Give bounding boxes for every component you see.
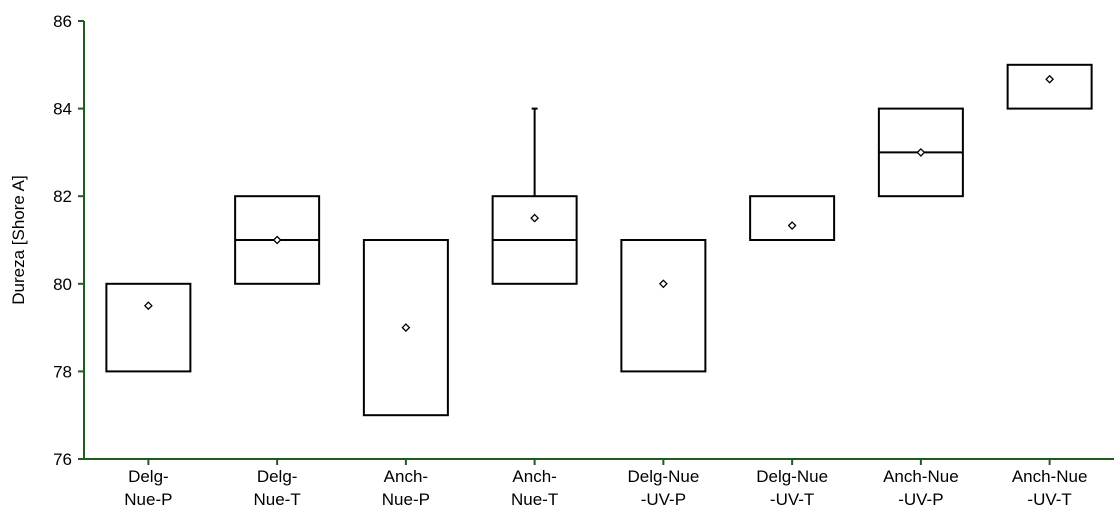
y-tick-label: 82 [53,187,72,206]
x-tick-label: -UV-T [1027,490,1071,509]
mean-marker [916,147,926,157]
x-tick-label: Delg-Nue [627,467,699,486]
mean-marker [658,279,668,289]
box-group [491,107,578,285]
mean-marker [1045,74,1055,84]
box [620,239,707,373]
box-group [234,195,321,285]
x-tick-label: -UV-P [641,490,686,509]
y-axis-title: Dureza [Shore A] [9,175,28,304]
y-tick-label: 84 [53,100,72,119]
x-tick-label: Delg- [257,467,298,486]
box [1006,63,1093,110]
y-tick-label: 86 [53,12,72,31]
mean-marker [787,221,797,230]
x-tick-label: Nue-P [382,490,430,509]
mean-marker [272,235,282,245]
x-tick-label: Anch- [512,467,556,486]
x-tick-label: Nue-T [254,490,301,509]
x-tick-label: Anch-Nue [883,467,959,486]
x-axis: Delg- Nue-P Delg- Nue-T Anch- Nue-P Anch- Nue-T… [84,458,1114,509]
box-group [620,239,707,373]
x-tick-label: Anch-Nue [1012,467,1088,486]
x-tick-label: Nue-P [124,490,172,509]
x-tick-label: Delg- [128,467,169,486]
y-tick-label: 80 [53,275,72,294]
mean-marker [401,323,411,333]
box-group [362,239,449,417]
y-tick-label: 78 [53,362,72,381]
boxes [105,63,1093,417]
box-group [877,107,964,198]
box-group [1006,63,1093,110]
box [749,195,836,241]
x-tick-label: -UV-T [770,490,814,509]
mean-marker [143,301,153,311]
box [105,282,192,373]
x-tick-label: Delg-Nue [756,467,828,486]
y-axis: 76 78 80 82 84 86 [53,12,85,469]
box-group [105,282,192,373]
mean-marker [530,213,540,223]
x-tick-label: -UV-P [898,490,943,509]
y-tick-label: 76 [53,450,72,469]
x-tick-label: Anch- [384,467,428,486]
box-group [749,195,836,241]
x-tick-label: Nue-T [511,490,558,509]
